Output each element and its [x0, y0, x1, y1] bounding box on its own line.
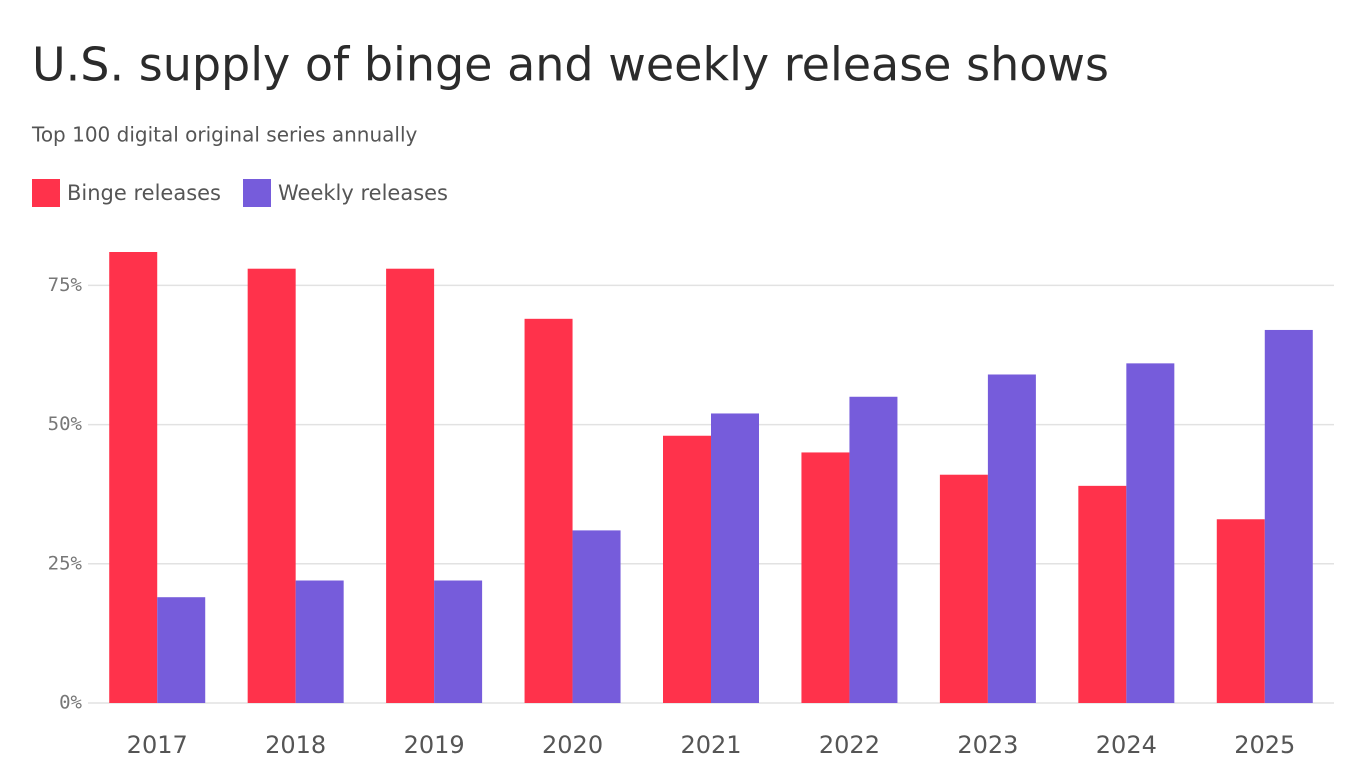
y-tick-label: 0% [59, 692, 82, 714]
x-tick-label: 2021 [680, 731, 741, 759]
bar [801, 452, 850, 703]
bar [987, 374, 1036, 703]
bar [1078, 485, 1127, 703]
x-tick-label: 2024 [1096, 731, 1157, 759]
bar [939, 474, 988, 703]
bar [386, 268, 435, 703]
bar [295, 580, 344, 703]
legend-label: Binge releases [67, 181, 221, 205]
x-tick-label: 2022 [819, 731, 880, 759]
x-tick-label: 2018 [265, 731, 326, 759]
bar [247, 268, 296, 703]
bar [1126, 363, 1175, 703]
legend-swatch [32, 179, 60, 207]
bar [711, 413, 759, 703]
bar [1264, 329, 1313, 703]
x-tick-label: 2019 [404, 731, 465, 759]
bar [663, 435, 711, 703]
x-tick-label: 2025 [1234, 731, 1295, 759]
legend-label: Weekly releases [278, 181, 448, 205]
bar [849, 396, 898, 703]
bar [524, 318, 573, 703]
legend-swatch [243, 179, 271, 207]
bar [1216, 519, 1265, 703]
x-tick-label: 2020 [542, 731, 603, 759]
bar [572, 530, 621, 703]
chart-subtitle: Top 100 digital original series annually [31, 123, 418, 147]
y-tick-label: 25% [48, 552, 83, 574]
bar [434, 580, 483, 703]
x-tick-label: 2017 [127, 731, 188, 759]
y-tick-label: 50% [48, 413, 83, 435]
x-tick-label: 2023 [957, 731, 1018, 759]
chart-title: U.S. supply of binge and weekly release … [32, 38, 1109, 92]
bar [157, 597, 206, 703]
bar [109, 252, 158, 703]
y-tick-label: 75% [48, 274, 83, 296]
